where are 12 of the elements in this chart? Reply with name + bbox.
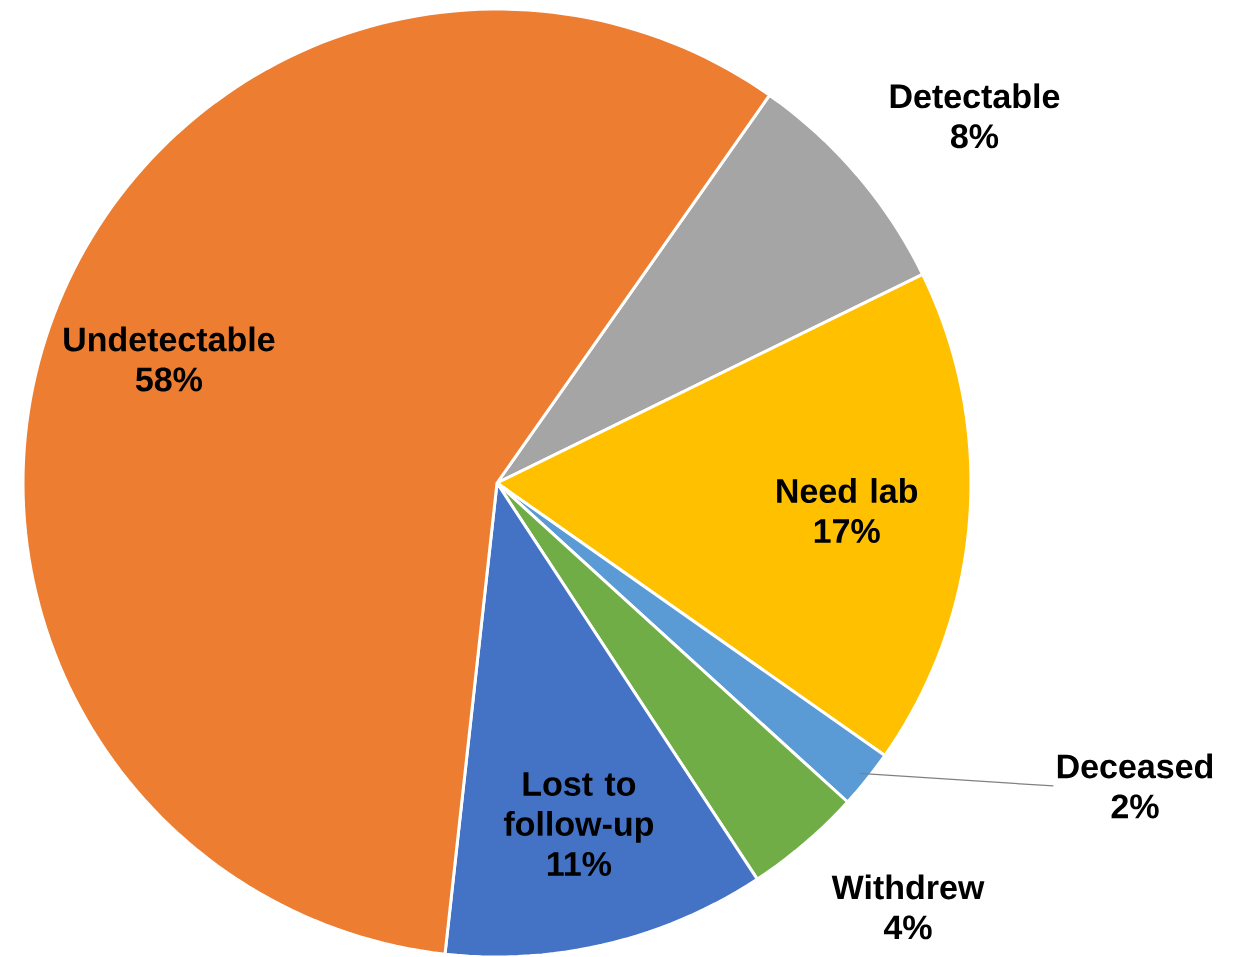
slice-label: Deceased — [1057, 753, 1213, 779]
slice-label: Withdrew — [831, 874, 985, 900]
data-label: 58% — [135, 367, 202, 392]
data-label: 2% — [1111, 794, 1159, 819]
slice-label: Detectable — [890, 83, 1060, 109]
data-label: 11% — [547, 851, 612, 876]
data-label: 4% — [883, 915, 932, 940]
data-label: 8% — [950, 124, 999, 149]
slice-label: Lost to follow-up — [503, 772, 654, 843]
slice-label: Undetectable — [64, 326, 275, 352]
data-label: 17% — [814, 519, 880, 543]
slice-label: Need lab — [777, 478, 918, 504]
